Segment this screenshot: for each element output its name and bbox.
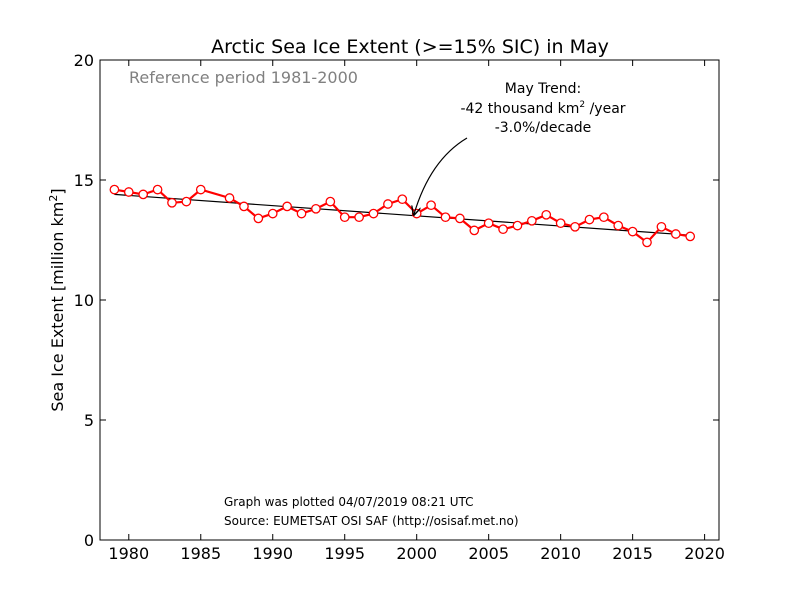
data-point: [138, 189, 149, 200]
data-point: [498, 224, 508, 235]
y-axis-label: Sea Ice Extent [million km2]: [47, 188, 67, 411]
x-tick-label: 2020: [684, 544, 725, 563]
data-point: [642, 237, 652, 248]
y-tick-label: 5: [84, 411, 94, 430]
y-tick-label: 0: [84, 531, 94, 550]
data-point: [512, 220, 523, 231]
y-tick-label: 20: [74, 51, 94, 70]
x-tick-label: 2005: [468, 544, 509, 563]
data-point: [167, 197, 177, 208]
trend-annotation-sup: 2: [579, 100, 585, 110]
data-point: [354, 212, 364, 223]
trend-annotation-line3: -3.0%/decade: [495, 120, 592, 136]
data-point: [195, 184, 206, 195]
data-point: [296, 208, 307, 219]
data-point: [109, 184, 120, 195]
data-point: [123, 187, 134, 197]
data-point: [325, 196, 336, 207]
data-point: [469, 225, 480, 236]
data-point: [685, 231, 696, 242]
data-point: [541, 209, 552, 220]
data-point: [339, 212, 350, 223]
y-axis: 0 5 10 15 20: [74, 51, 719, 550]
data-point: [383, 199, 393, 209]
data-point: [239, 201, 249, 212]
data-point: [570, 221, 580, 232]
data-point: [627, 226, 638, 237]
x-tick-label: 1980: [108, 544, 149, 563]
data-point: [483, 218, 494, 229]
data-point: [426, 200, 436, 211]
y-tick-label: 15: [74, 171, 94, 190]
data-point: [598, 212, 609, 223]
data-point: [527, 215, 537, 226]
trend-annotation-line1: May Trend:: [505, 81, 581, 97]
data-point: [455, 213, 465, 224]
x-tick-label: 2000: [396, 544, 437, 563]
data-point: [282, 201, 292, 212]
y-tick-label: 10: [74, 291, 94, 310]
data-point: [670, 229, 681, 239]
trend-line: [114, 193, 691, 236]
x-tick-label: 1995: [324, 544, 365, 563]
data-point: [613, 220, 624, 231]
trend-annotation-arrow: [414, 137, 468, 215]
data-point: [555, 218, 566, 229]
data-point: [584, 214, 595, 225]
plot-area: [99, 59, 720, 541]
chart-subtitle: Reference period 1981-2000: [129, 68, 358, 87]
x-tick-label: 1985: [180, 544, 221, 563]
footnote-source: Source: EUMETSAT OSI SAF (http://osisaf.…: [224, 514, 519, 528]
trend-annotation-line2: -42 thousand km2 /year: [460, 100, 625, 117]
x-tick-label: 2015: [612, 544, 653, 563]
y-axis-label-sup: 2: [47, 195, 60, 202]
series-line: [114, 188, 691, 244]
x-tick-label: 2010: [540, 544, 581, 563]
series-points: [109, 184, 696, 248]
data-point: [368, 208, 379, 219]
data-point: [253, 213, 264, 224]
data-point: [267, 208, 278, 219]
data-point: [224, 193, 235, 203]
footnote-plotted: Graph was plotted 04/07/2019 08:21 UTC: [224, 495, 474, 509]
x-axis: 1980 1985 1990 1995 2000 2005 2010 2015 2020: [108, 60, 725, 563]
x-tick-label: 1990: [252, 544, 293, 563]
data-point: [440, 212, 451, 223]
data-point: [656, 221, 667, 232]
data-point: [397, 194, 408, 205]
data-point: [152, 184, 163, 195]
chart-title: Arctic Sea Ice Extent (>=15% SIC) in May: [211, 36, 609, 58]
data-point: [181, 196, 192, 207]
data-point: [311, 203, 321, 214]
